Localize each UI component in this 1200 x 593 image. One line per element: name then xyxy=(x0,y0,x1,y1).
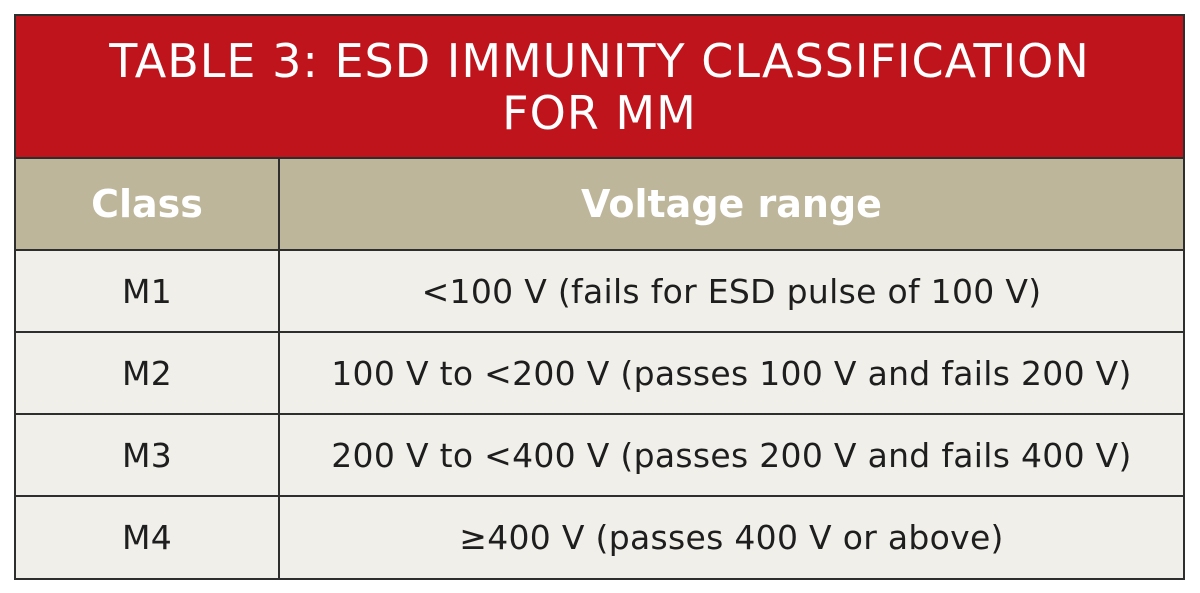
esd-classification-table: TABLE 3: ESD IMMUNITY CLASSIFICATION FOR… xyxy=(14,14,1185,580)
table-title: TABLE 3: ESD IMMUNITY CLASSIFICATION FOR… xyxy=(109,33,1090,140)
table-row: M2 100 V to <200 V (passes 100 V and fai… xyxy=(16,333,1183,415)
class-cell: M3 xyxy=(16,415,280,495)
column-header-class: Class xyxy=(16,159,280,249)
class-cell: M2 xyxy=(16,333,280,413)
voltage-range-cell: ≥400 V (passes 400 V or above) xyxy=(459,518,1004,557)
table-body: M1 <100 V (fails for ESD pulse of 100 V)… xyxy=(16,251,1183,578)
table-row: M4 ≥400 V (passes 400 V or above) xyxy=(16,497,1183,578)
voltage-range-cell: <100 V (fails for ESD pulse of 100 V) xyxy=(421,271,1042,311)
column-header-voltage-range: Voltage range xyxy=(581,182,882,226)
voltage-range-cell: 100 V to <200 V (passes 100 V and fails … xyxy=(331,353,1132,393)
class-cell: M4 xyxy=(16,497,280,578)
table-row: M3 200 V to <400 V (passes 200 V and fai… xyxy=(16,415,1183,497)
table-row: M1 <100 V (fails for ESD pulse of 100 V) xyxy=(16,251,1183,333)
voltage-range-cell: 200 V to <400 V (passes 200 V and fails … xyxy=(331,435,1132,475)
table-title-band: TABLE 3: ESD IMMUNITY CLASSIFICATION FOR… xyxy=(16,16,1183,159)
class-cell: M1 xyxy=(16,251,280,331)
table-header-row: Class Voltage range xyxy=(16,159,1183,251)
